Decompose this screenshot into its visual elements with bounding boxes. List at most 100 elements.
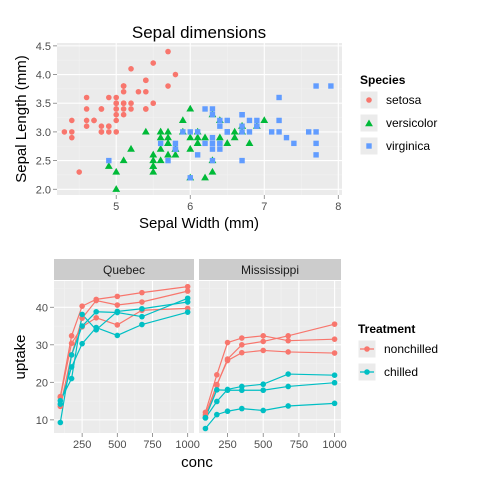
point-virginica [313, 152, 319, 158]
facet-x-axis-title: conc [181, 454, 213, 471]
point-chilled [202, 414, 209, 421]
facet-legend-title: Treatment [358, 322, 415, 336]
point-setosa [120, 100, 127, 107]
point-virginica [254, 123, 260, 129]
scatter-title: Sepal dimensions [132, 23, 266, 42]
point-setosa [76, 169, 83, 175]
point-setosa [69, 117, 75, 124]
point-virginica [239, 111, 245, 118]
legend-key-circle [364, 346, 370, 352]
strip-label-quebec: Quebec [103, 263, 145, 277]
panel-quebec-x-ticks: 250 500 750 1000 [73, 433, 200, 451]
point-nonchilled [139, 299, 145, 305]
x-tick-label: 1000 [322, 439, 346, 451]
facet-mississippi: Mississippi 250 500 750 1000 [199, 259, 347, 451]
point-versicolor [171, 150, 180, 158]
point-setosa [113, 100, 120, 107]
point-virginica [305, 129, 312, 135]
point-nonchilled [114, 302, 121, 308]
y-tick-label: 3.0 [36, 127, 51, 139]
y-tick-label: 3.5 [36, 98, 51, 110]
y-tick-label: 40 [36, 302, 48, 314]
legend-item-chilled: chilled [357, 362, 418, 382]
point-versicolor [208, 167, 217, 175]
point-versicolor [201, 173, 209, 181]
facet-legend: Treatment nonchilled chilled [357, 322, 438, 382]
point-nonchilled [224, 357, 231, 364]
strip-label-mississippi: Mississippi [241, 263, 299, 277]
point-virginica [180, 129, 186, 135]
point-versicolor [156, 156, 165, 164]
point-chilled [139, 313, 145, 320]
legend-label-nonchilled: nonchilled [384, 342, 438, 356]
point-chilled [79, 323, 85, 329]
point-virginica [254, 117, 260, 124]
point-chilled [114, 308, 121, 315]
point-versicolor [112, 167, 121, 175]
point-chilled [68, 352, 75, 358]
point-nonchilled [285, 349, 291, 355]
point-chilled [184, 309, 191, 315]
point-setosa [98, 123, 105, 129]
point-setosa [106, 129, 112, 135]
scatter-points [61, 48, 334, 192]
x-tick-label: 500 [254, 439, 272, 451]
point-versicolor [156, 144, 165, 152]
point-nonchilled [331, 350, 338, 356]
point-versicolor [260, 116, 269, 124]
panel-mississippi-grid [199, 281, 341, 433]
point-versicolor [164, 139, 172, 146]
point-versicolor [193, 139, 202, 146]
point-setosa [69, 134, 75, 141]
point-chilled [331, 372, 338, 379]
point-versicolor [104, 162, 113, 169]
point-nonchilled [214, 372, 220, 378]
point-nonchilled [239, 335, 245, 341]
point-setosa [113, 106, 120, 112]
point-setosa [113, 111, 120, 118]
y-tick-label: 4.0 [36, 70, 51, 82]
point-virginica [217, 117, 223, 124]
point-setosa [61, 129, 68, 135]
point-virginica [291, 140, 297, 147]
x-tick-label: 1000 [175, 439, 199, 451]
scatter-panel [57, 43, 342, 195]
point-versicolor [141, 127, 150, 135]
point-nonchilled [331, 321, 338, 327]
point-virginica [165, 157, 171, 164]
point-setosa [135, 88, 142, 95]
point-chilled [331, 400, 338, 407]
x-tick-label: 8 [335, 201, 341, 213]
y-tick-label: 10 [36, 415, 48, 427]
facet-chart: Quebec 250 500 750 1000 Mississippi 250 500 7… [12, 259, 438, 471]
legend-label-versicolor: versicolor [386, 116, 437, 130]
point-nonchilled [239, 342, 245, 348]
point-nonchilled [93, 314, 100, 321]
point-chilled [79, 340, 85, 347]
x-tick-label: 250 [73, 439, 91, 451]
point-setosa [113, 117, 120, 124]
point-virginica [194, 152, 201, 158]
point-virginica [313, 83, 319, 89]
strip-mississippi [199, 259, 341, 280]
point-chilled [239, 387, 245, 394]
point-chilled [57, 397, 64, 404]
point-versicolor [156, 127, 165, 135]
point-virginica [276, 117, 282, 124]
scatter-chart: Sepal dimensions 5 6 7 8 2.0 2.5 3.0 3.5 4.0 4.5… [13, 23, 437, 232]
point-chilled [214, 387, 220, 393]
point-nonchilled [331, 336, 338, 342]
point-nonchilled [93, 296, 100, 303]
point-virginica [106, 157, 112, 164]
point-versicolor [164, 127, 172, 135]
point-virginica [209, 106, 216, 112]
point-virginica [268, 129, 275, 135]
point-setosa [69, 129, 75, 135]
point-virginica [217, 146, 223, 152]
point-virginica [209, 146, 216, 152]
strip-quebec [54, 259, 194, 280]
point-setosa [128, 66, 134, 72]
point-virginica [194, 129, 201, 135]
point-versicolor [245, 139, 254, 146]
